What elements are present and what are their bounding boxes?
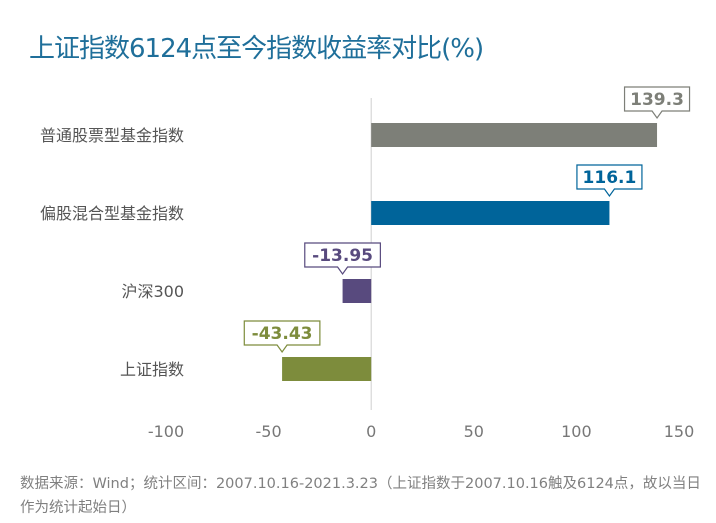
value-callout-box [243,320,321,354]
value-label: -43.43 [252,324,313,344]
bar-4 [282,357,372,381]
value-callout-box [623,86,691,120]
value-callout-box [576,164,643,198]
x-tick-label: -100 [148,422,184,441]
value-label: 116.1 [583,168,637,188]
category-label: 沪深300 [121,282,184,301]
value-callout-box [304,242,381,276]
category-label: 普通股票型基金指数 [40,126,184,145]
x-tick-label: 150 [664,422,695,441]
x-tick-label: 100 [561,422,592,441]
data-source-note: 数据来源：Wind；统计区间：2007.10.16-2021.3.23（上证指数… [20,476,701,516]
x-tick-label: 0 [366,422,376,441]
category-label: 偏股混合型基金指数 [40,204,184,223]
x-tick-label: 50 [464,422,484,441]
category-label: 上证指数 [120,360,184,379]
chart-title: 上证指数6124点至今指数收益率对比(%) [29,34,484,64]
bar-1 [371,123,658,147]
value-label: -13.95 [312,246,373,266]
bar-3 [342,279,372,303]
value-label: 139.3 [630,90,684,110]
x-tick-label: -50 [256,422,282,441]
bar-chart: 普通股票型基金指数 139.3 偏股混合型基金指数 116.1 沪深300 -13.95 上… [40,86,695,441]
bar-2 [371,201,610,225]
